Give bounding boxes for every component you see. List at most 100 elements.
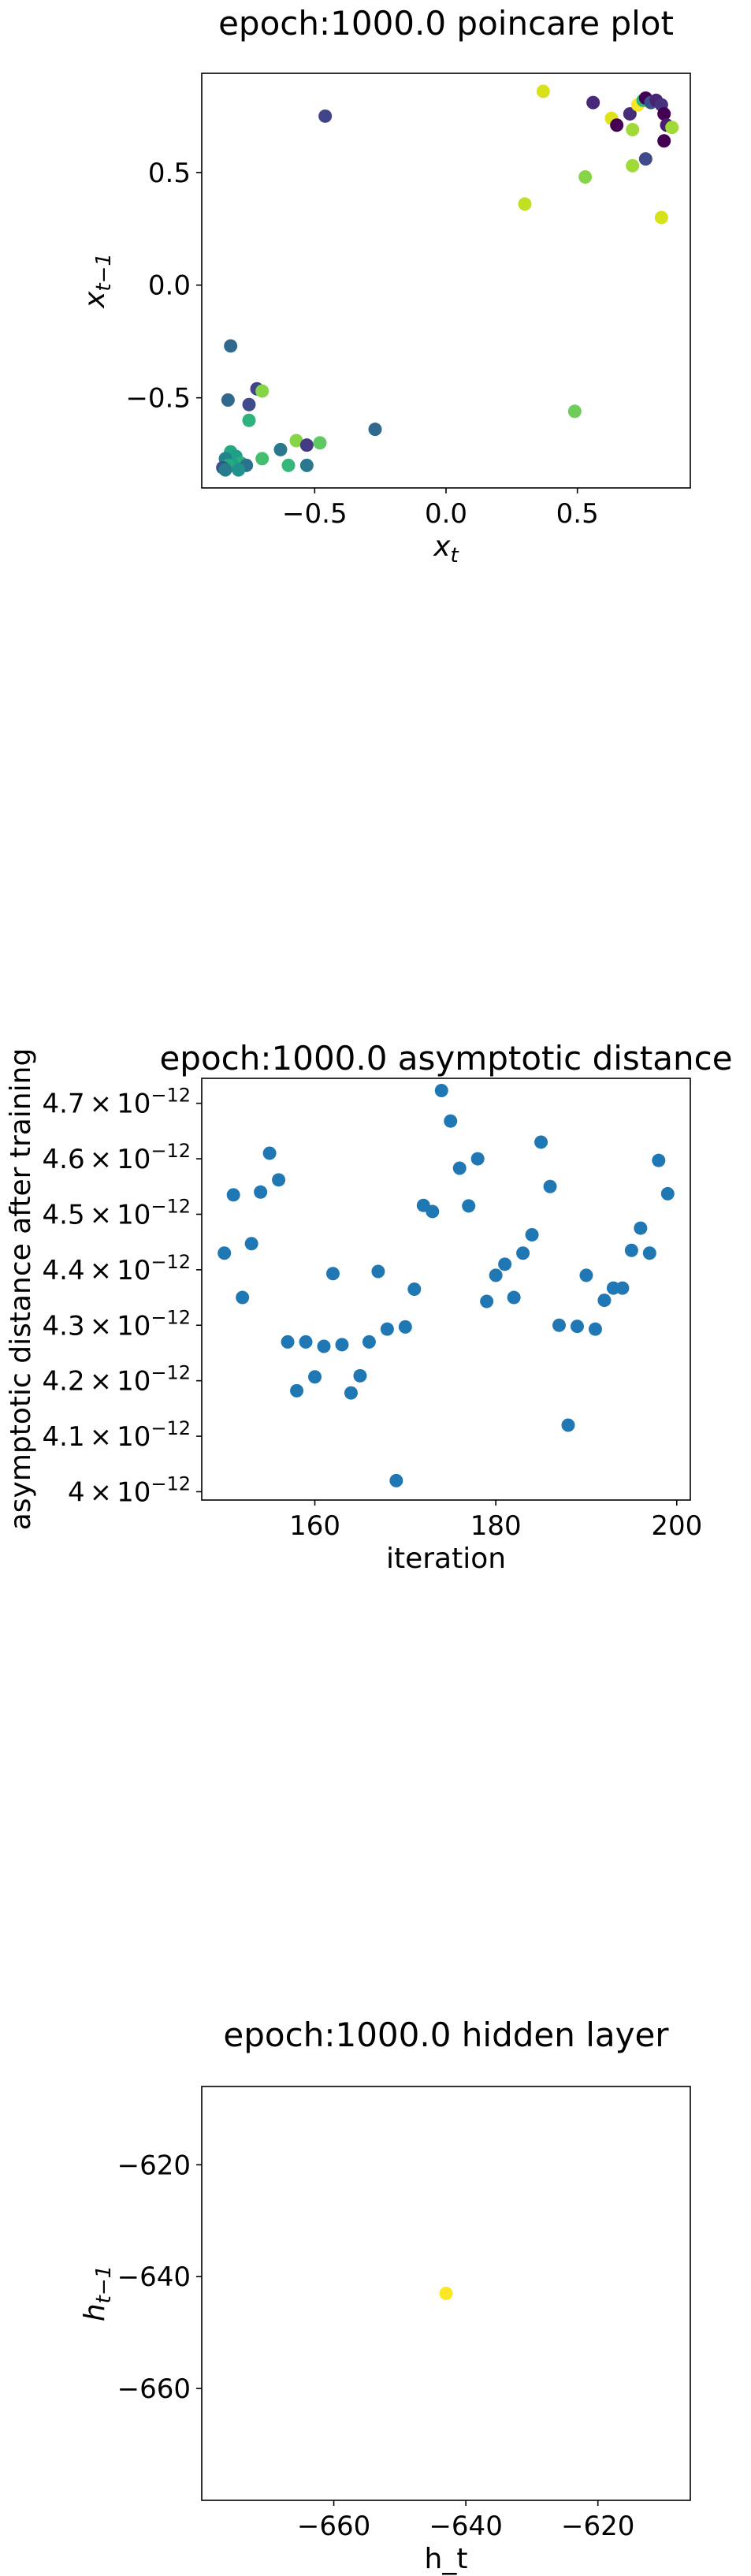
data-point: [586, 95, 600, 110]
data-point: [439, 2287, 453, 2300]
data-point: [318, 109, 333, 123]
y-tick-mantissa: 4.3: [43, 1310, 85, 1342]
data-point: [407, 1282, 422, 1296]
data-point: [480, 1294, 494, 1308]
data-point: [353, 1368, 367, 1383]
data-point: [317, 1339, 331, 1353]
data-point: [624, 1243, 638, 1257]
data-point: [389, 1473, 403, 1487]
y-tick-label: −620: [117, 2150, 191, 2181]
y-axis-label: asymptotic distance after training: [5, 1048, 37, 1531]
y-tick-label: −640: [117, 2261, 191, 2293]
y-tick-times: ×: [90, 1310, 113, 1342]
x-tick-label: −640: [429, 2511, 502, 2542]
data-point: [255, 384, 270, 398]
y-tick-label: −660: [117, 2373, 191, 2405]
x-axis-label: h_t: [425, 2543, 468, 2575]
y-tick-exponent: −12: [151, 1085, 191, 1107]
data-point: [434, 1083, 448, 1097]
data-point: [626, 122, 640, 136]
data-point: [273, 442, 288, 456]
y-tick-times: ×: [90, 1421, 113, 1453]
x-tick-label: 0.5: [556, 498, 599, 530]
data-point: [242, 413, 256, 427]
data-point: [660, 1186, 675, 1201]
data-point: [224, 339, 238, 353]
data-point: [398, 1320, 412, 1334]
data-point: [308, 1370, 322, 1384]
y-tick-base: 10: [117, 1366, 151, 1398]
data-point: [578, 170, 593, 184]
chart-title: epoch:1000.0 asymptotic distance: [159, 1039, 732, 1078]
data-point: [657, 106, 671, 121]
data-point: [518, 197, 532, 211]
data-point: [281, 1335, 295, 1349]
data-point: [236, 1290, 250, 1305]
y-tick-label: −0.5: [125, 383, 191, 415]
y-tick-mantissa: 4.2: [43, 1366, 85, 1398]
axes-frame: [201, 2086, 691, 2501]
data-point: [289, 434, 303, 448]
data-point: [654, 210, 668, 225]
x-tick-label: −0.5: [282, 498, 348, 530]
y-tick-times: ×: [90, 1199, 113, 1230]
y-tick-label: 4.6 × 10−12: [43, 1140, 191, 1175]
y-tick-exponent: −12: [151, 1251, 191, 1273]
axes-frame: [201, 1078, 691, 1501]
data-point: [657, 134, 671, 148]
y-tick-times: ×: [90, 1089, 113, 1120]
y-axis-label-sub: t−1: [92, 2265, 116, 2304]
data-point: [262, 1146, 277, 1160]
y-tick-exponent: −12: [151, 1195, 191, 1217]
y-tick-label: 4.4 × 10−12: [43, 1251, 191, 1286]
hidden-layer-plot: epoch:1000.0 hidden layer −660 −640 −620 −66…: [79, 2016, 691, 2575]
y-tick-label: 4.2 × 10−12: [43, 1362, 191, 1398]
data-point: [597, 1294, 612, 1308]
y-tick-base: 10: [117, 1255, 151, 1286]
data-point: [525, 1228, 539, 1242]
data-point: [615, 1281, 630, 1295]
data-point: [272, 1173, 286, 1187]
y-axis-label-text: h: [79, 2303, 111, 2321]
chart-title: epoch:1000.0 hidden layer: [223, 2016, 669, 2054]
y-tick-label: 4.7 × 10−12: [43, 1085, 191, 1120]
y-tick-times: ×: [90, 1366, 113, 1398]
y-tick-label: 4.5 × 10−12: [43, 1195, 191, 1230]
y-tick-base: 10: [117, 1310, 151, 1342]
data-point: [254, 1185, 268, 1199]
data-point: [313, 436, 327, 450]
y-tick-times: ×: [90, 1476, 113, 1508]
x-axis-label-text: x: [433, 530, 451, 563]
y-tick-exponent: −12: [151, 1362, 191, 1384]
data-point: [255, 452, 270, 466]
y-tick-base: 10: [117, 1089, 151, 1120]
data-point: [498, 1257, 512, 1271]
data-point: [371, 1264, 385, 1279]
data-point: [452, 1161, 467, 1175]
y-tick-mantissa: 4.7: [43, 1089, 85, 1120]
data-point: [462, 1199, 476, 1213]
y-tick-label: 4.1 × 10−12: [43, 1417, 191, 1453]
y-tick-base: 10: [117, 1476, 151, 1508]
data-point: [534, 1135, 548, 1149]
data-point: [652, 1153, 666, 1167]
y-tick-exponent: −12: [151, 1472, 191, 1495]
y-tick-times: ×: [90, 1255, 113, 1286]
data-point: [588, 1322, 602, 1336]
data-point: [634, 1221, 648, 1235]
data-point: [507, 1290, 521, 1305]
data-point: [665, 121, 679, 135]
data-point: [543, 1179, 557, 1193]
data-point: [567, 404, 582, 419]
data-point: [516, 1246, 530, 1260]
data-point: [638, 152, 652, 166]
data-point: [335, 1338, 349, 1352]
y-axis-label-sub: t−1: [92, 253, 116, 292]
x-tick-label: 0.0: [425, 498, 467, 530]
data-point: [325, 1267, 340, 1281]
data-point: [561, 1418, 575, 1432]
y-tick-times: ×: [90, 1144, 113, 1175]
y-tick-mantissa: 4: [68, 1476, 85, 1508]
y-axis-label: xt−1: [79, 253, 116, 309]
